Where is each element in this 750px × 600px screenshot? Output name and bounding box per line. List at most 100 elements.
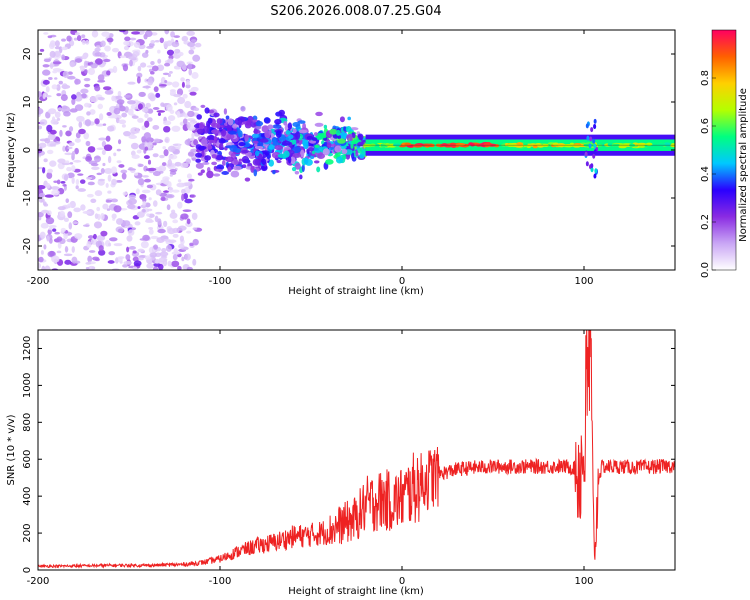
- spectrogram-blob: [39, 231, 46, 239]
- spectrogram-y-tick-label: 0: [22, 147, 33, 153]
- spectrogram-blob: [162, 259, 168, 267]
- spectrogram-blob: [142, 175, 149, 178]
- spectrogram-blob: [195, 162, 204, 169]
- spectrogram-blob: [593, 173, 597, 179]
- spectrogram-blob: [165, 194, 175, 199]
- spectrogram-blob: [172, 227, 180, 233]
- spectrogram-blob: [316, 153, 326, 159]
- spectrogram-blob: [169, 169, 178, 173]
- spectrogram-blob: [127, 81, 136, 85]
- spectrogram-blob: [163, 125, 171, 133]
- spectrogram-blob: [157, 58, 162, 64]
- spectrogram-blob: [207, 139, 216, 144]
- spectrogram-blob: [64, 245, 69, 253]
- spectrogram-blob: [188, 89, 192, 93]
- spectrogram-blob: [67, 75, 76, 80]
- spectrogram-blob: [69, 162, 74, 165]
- spectrogram-blob: [42, 167, 46, 174]
- spectrogram-blob: [118, 164, 125, 168]
- spectrogram-blob: [74, 138, 81, 143]
- spectrogram-blob: [136, 149, 142, 154]
- spectrogram-blob: [308, 147, 315, 152]
- spectrogram-blob: [138, 255, 147, 259]
- spectrogram-blob: [159, 154, 165, 159]
- spectrogram-blob: [57, 158, 66, 164]
- spectrogram-blob: [158, 263, 164, 270]
- spectrogram-blob: [350, 140, 358, 145]
- spectrogram-blob: [618, 145, 627, 149]
- spectrogram-blob: [74, 233, 83, 239]
- spectrogram-blob: [216, 118, 223, 125]
- spectrogram-blob: [42, 64, 50, 68]
- spectrogram-blob: [122, 220, 131, 227]
- spectrogram-blob: [91, 30, 99, 38]
- spectrogram-blob: [154, 259, 160, 264]
- spectrogram-blob: [148, 227, 154, 230]
- spectrogram-blob: [66, 166, 72, 172]
- spectrogram-blob: [137, 248, 145, 253]
- spectrogram-blob: [119, 55, 127, 59]
- spectrogram-blob: [156, 237, 165, 244]
- spectrogram-blob: [277, 153, 286, 158]
- spectrogram-blob: [586, 135, 590, 141]
- spectrogram-blob: [174, 161, 182, 167]
- spectrogram-blob: [455, 143, 466, 147]
- spectrogram-blob: [176, 182, 186, 188]
- spectrogram-blob: [130, 150, 136, 156]
- snr-x-tick-label: 100: [574, 576, 593, 587]
- spectrogram-blob: [59, 129, 63, 137]
- spectrogram-blob: [127, 168, 137, 171]
- spectrogram-blob: [321, 140, 325, 145]
- spectrogram-blob: [299, 174, 303, 180]
- spectrogram-blob: [137, 117, 144, 123]
- spectrogram-blob: [97, 103, 104, 110]
- spectrogram-blob: [155, 211, 163, 215]
- spectrogram-blob: [106, 112, 112, 116]
- spectrogram-blob: [120, 169, 128, 174]
- spectrogram-blob: [133, 41, 141, 48]
- spectrogram-blob: [593, 123, 597, 129]
- colorbar-tick-label: 0.2: [700, 214, 711, 230]
- spectrogram-blob: [103, 58, 111, 63]
- spectrogram-blob: [129, 37, 137, 41]
- spectrogram-blob: [507, 143, 515, 147]
- spectrogram-blob: [128, 134, 137, 140]
- spectrogram-blob: [125, 254, 131, 261]
- spectrogram-blob: [168, 186, 174, 193]
- spectrogram-blob: [278, 109, 286, 117]
- spectrogram-blob: [51, 84, 58, 90]
- spectrogram-blob: [65, 130, 72, 137]
- spectrogram-blob: [163, 41, 169, 49]
- spectrogram-blob: [272, 124, 282, 129]
- spectrogram-blob: [56, 179, 61, 185]
- spectrogram-blob: [115, 179, 123, 183]
- spectrogram-blob: [131, 31, 141, 35]
- spectrogram-blob: [656, 143, 666, 147]
- spectrogram-blob: [123, 260, 133, 265]
- spectrogram-blob: [142, 201, 147, 206]
- spectrogram-blob: [100, 40, 106, 47]
- spectrogram-blob: [264, 152, 270, 156]
- spectrogram-blob: [102, 162, 106, 167]
- spectrogram-blob: [72, 221, 79, 225]
- spectrogram-blob: [147, 141, 153, 149]
- spectrogram-blob: [167, 115, 176, 121]
- spectrogram-blob: [181, 256, 185, 262]
- spectrogram-blob: [252, 115, 258, 121]
- spectrogram-blob: [153, 138, 161, 143]
- spectrogram-blob: [147, 159, 152, 165]
- spectrogram-blob: [186, 30, 195, 36]
- spectrogram-blob: [40, 250, 44, 255]
- spectrogram-blob: [54, 77, 58, 80]
- spectrogram-blob: [123, 40, 130, 46]
- spectrogram-blob: [107, 125, 115, 132]
- spectrogram-blob: [268, 129, 272, 135]
- spectrogram-blob: [127, 56, 137, 60]
- spectrogram-blob: [180, 213, 189, 220]
- spectrogram-blob: [166, 49, 175, 56]
- spectrogram-blob: [150, 71, 155, 75]
- spectrogram-blob: [61, 83, 68, 90]
- spectrogram-blob: [50, 186, 60, 190]
- spectrogram-blob: [119, 30, 126, 33]
